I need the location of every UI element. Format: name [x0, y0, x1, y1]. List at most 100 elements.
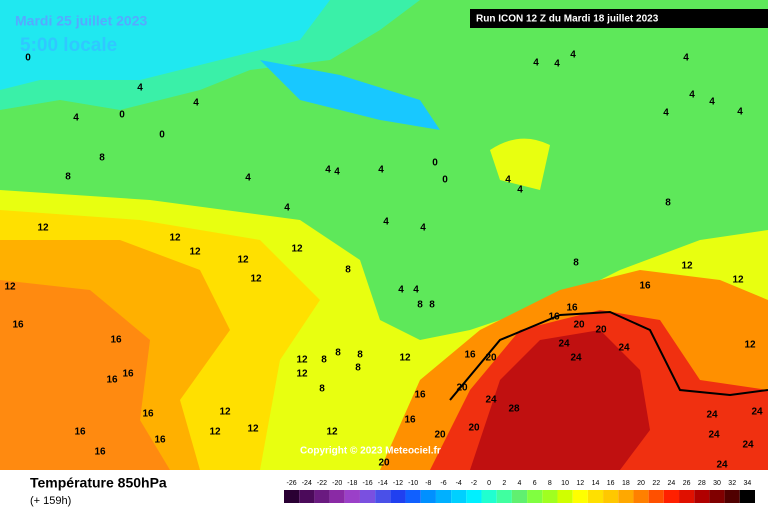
legend-swatch — [405, 490, 421, 503]
legend-swatch — [299, 490, 315, 503]
contour-label: 4 — [683, 53, 689, 64]
legend-label: 26 — [683, 480, 691, 487]
contour-label: 4 — [245, 173, 251, 184]
contour-label: 4 — [73, 113, 79, 124]
contour-label: 20 — [378, 458, 390, 469]
warm-pocket — [490, 138, 550, 190]
contour-label: 12 — [291, 244, 303, 255]
legend-swatch — [557, 490, 573, 503]
contour-label: 12 — [37, 223, 49, 234]
legend-label: 16 — [607, 480, 615, 487]
legend-label: 2 — [502, 480, 506, 487]
legend-label: -24 — [302, 480, 312, 487]
legend-swatch — [359, 490, 376, 503]
legend-label: 18 — [622, 480, 630, 487]
legend-label: -10 — [408, 480, 418, 487]
contour-label: 16 — [566, 303, 578, 314]
legend-swatch — [739, 490, 755, 503]
contour-label: 8 — [665, 198, 671, 209]
legend-label: 20 — [637, 480, 645, 487]
contour-label: 4 — [383, 217, 389, 228]
legend-swatch — [496, 490, 512, 503]
contour-label: 12 — [169, 233, 181, 244]
legend-label: 32 — [728, 480, 736, 487]
legend-label: 14 — [592, 480, 600, 487]
contour-label: 16 — [414, 390, 426, 401]
legend-swatch — [420, 490, 436, 503]
contour-label: 0 — [442, 175, 448, 186]
contour-label: 4 — [378, 165, 384, 176]
contour-label: 16 — [110, 335, 122, 346]
cold-pool — [260, 60, 440, 130]
legend-label: -26 — [287, 480, 297, 487]
contour-label: 4 — [334, 167, 340, 178]
contour-label: 24 — [570, 353, 582, 364]
contour-label: 20 — [485, 353, 497, 364]
contour-label: 24 — [485, 395, 497, 406]
legend-swatch — [284, 490, 300, 503]
contour-label: 4 — [689, 90, 695, 101]
contour-label: 8 — [417, 300, 423, 311]
contour-label: 8 — [319, 384, 325, 395]
legend-label: -8 — [425, 480, 431, 487]
legend-swatch — [542, 490, 558, 503]
legend-swatch — [329, 490, 345, 503]
contour-label: 28 — [508, 404, 520, 415]
contour-label: 8 — [429, 300, 435, 311]
contour-label: 20 — [468, 423, 480, 434]
contour-label: 8 — [321, 355, 327, 366]
local-time: 5:00 locale — [20, 35, 117, 56]
legend-label: 10 — [561, 480, 569, 487]
contour-label: 16 — [94, 447, 106, 458]
legend-label: -12 — [393, 480, 403, 487]
legend-swatch — [451, 490, 467, 503]
contour-label: 16 — [106, 375, 118, 386]
legend-label: 4 — [518, 480, 522, 487]
legend-swatch — [618, 490, 634, 503]
contour-label: 12 — [399, 353, 411, 364]
contour-label: 4 — [737, 107, 743, 118]
contour-label: 8 — [345, 265, 351, 276]
contour-label: 24 — [742, 440, 754, 451]
legend-swatch — [344, 490, 360, 503]
contour-label: 16 — [464, 350, 476, 361]
contour-label: 12 — [247, 424, 259, 435]
legend-label: -6 — [440, 480, 446, 487]
legend-swatch — [572, 490, 588, 503]
cold-zone — [0, 0, 330, 90]
contour-label: 4 — [325, 165, 331, 176]
valid-date: Mardi 25 juillet 2023 — [15, 13, 147, 29]
legend-label: -4 — [456, 480, 462, 487]
legend-label: 22 — [652, 480, 660, 487]
contour-label: 4 — [709, 97, 715, 108]
legend-label: -18 — [347, 480, 357, 487]
contour-label: 8 — [99, 153, 105, 164]
contour-label: 4 — [398, 285, 404, 296]
legend-label: 8 — [548, 480, 552, 487]
contour-label: 16 — [639, 281, 651, 292]
legend-label: 0 — [487, 480, 491, 487]
legend-label: 28 — [698, 480, 706, 487]
contour-label: 12 — [189, 247, 201, 258]
legend-swatch — [435, 490, 452, 503]
contour-label: 4 — [517, 185, 523, 196]
legend-swatch — [314, 490, 330, 503]
legend-label: 12 — [576, 480, 584, 487]
legend-swatch — [527, 490, 543, 503]
contour-label: 12 — [296, 355, 308, 366]
contour-label: 16 — [154, 435, 166, 446]
run-info: Run ICON 12 Z du Mardi 18 juillet 2023 — [476, 14, 659, 25]
contour-label: 12 — [237, 255, 249, 266]
legend-label: 24 — [668, 480, 676, 487]
contour-label: 24 — [558, 339, 570, 350]
contour-label: 24 — [716, 460, 728, 471]
contour-label: 4 — [420, 223, 426, 234]
contour-label: 12 — [296, 369, 308, 380]
contour-label: 20 — [456, 383, 468, 394]
hotter-zone — [0, 280, 170, 470]
legend-swatch — [724, 490, 740, 503]
legend-label: -22 — [317, 480, 327, 487]
contour-label: 24 — [751, 407, 763, 418]
